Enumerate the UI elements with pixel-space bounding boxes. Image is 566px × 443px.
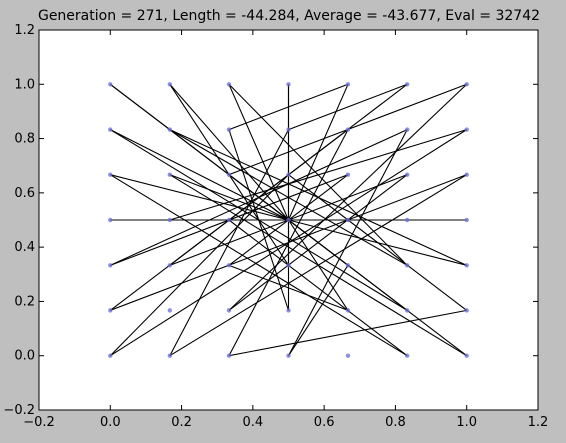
city-point [167, 127, 173, 132]
chart-title: Generation = 271, Length = -44.284, Aver… [38, 8, 540, 24]
city-point [404, 127, 410, 132]
y-tick-label: 0.0 [14, 349, 35, 364]
city-point [167, 82, 173, 87]
city-point [226, 308, 232, 313]
city-point [464, 308, 469, 313]
city-point [167, 353, 173, 358]
tour-segment [228, 84, 290, 221]
x-tick-label: 0.8 [385, 415, 406, 430]
x-tick-label: 1.2 [528, 415, 549, 430]
city-point [404, 353, 410, 358]
tour-segment [228, 309, 467, 357]
y-tick-label: 1.0 [14, 77, 35, 92]
city-point [404, 82, 410, 87]
city-point [345, 172, 351, 177]
city-points [108, 82, 469, 358]
city-point [167, 172, 173, 177]
city-point [226, 353, 232, 358]
x-tick-label: 1.0 [456, 415, 477, 430]
city-point [404, 217, 410, 223]
tour-segment [288, 265, 349, 357]
axis-ticks: −0.2−0.2 0.0 0.0 0.2 0.2 0.4 0.4 0.6 0.6 0.8 0.8 1.… [3, 23, 548, 430]
city-point [464, 127, 469, 132]
y-tick-label: 0.8 [14, 132, 35, 147]
city-point [108, 217, 113, 223]
tour-segment [228, 83, 468, 311]
city-point [167, 308, 173, 313]
city-point [345, 127, 351, 132]
city-point [286, 172, 291, 177]
tour-segment [288, 83, 408, 131]
city-point [226, 263, 232, 268]
city-point [108, 308, 113, 313]
city-point [345, 353, 351, 358]
city-point [286, 263, 291, 268]
x-tick-label: 0.0 [100, 415, 121, 430]
tour-segment [169, 174, 289, 221]
y-tick-label: 1.2 [14, 23, 35, 38]
city-point [108, 127, 113, 132]
city-point [226, 172, 232, 177]
city-point [286, 217, 291, 223]
city-point [404, 172, 410, 177]
city-point [464, 217, 469, 223]
tour-segment [228, 264, 349, 311]
city-point [404, 308, 410, 313]
tour-segment [110, 174, 289, 221]
city-point [345, 308, 351, 313]
tour-segment [288, 219, 349, 311]
city-point [108, 172, 113, 177]
city-point [404, 263, 410, 268]
city-point [108, 353, 113, 358]
city-point [286, 82, 291, 87]
city-point [464, 353, 469, 358]
city-point [226, 127, 232, 132]
y-tick-label: 0.2 [14, 294, 35, 309]
city-point [345, 82, 351, 87]
tour-segment [169, 83, 289, 221]
y-tick-label: −0.2 [3, 403, 35, 418]
tour-segment [109, 174, 408, 357]
x-tick-label: 0.2 [171, 415, 192, 430]
city-point [286, 308, 291, 313]
city-point [226, 217, 232, 223]
city-point [167, 217, 173, 223]
y-tick-label: 0.4 [14, 240, 35, 255]
city-point [167, 263, 173, 268]
tour-segment [110, 174, 467, 311]
y-tick-label: 0.6 [14, 186, 35, 201]
x-tick-label: −0.2 [23, 415, 55, 430]
city-point [345, 263, 351, 268]
city-point [464, 172, 469, 177]
city-point [286, 127, 291, 132]
city-point [345, 217, 351, 223]
x-tick-label: 0.6 [314, 415, 335, 430]
city-point [464, 82, 469, 87]
tour-segment [288, 129, 408, 356]
city-point [464, 263, 469, 268]
city-point [108, 82, 113, 87]
city-point [286, 353, 291, 358]
city-point [108, 263, 113, 268]
tour-segment [109, 174, 289, 357]
x-tick-label: 0.4 [243, 415, 264, 430]
city-point [226, 82, 232, 87]
